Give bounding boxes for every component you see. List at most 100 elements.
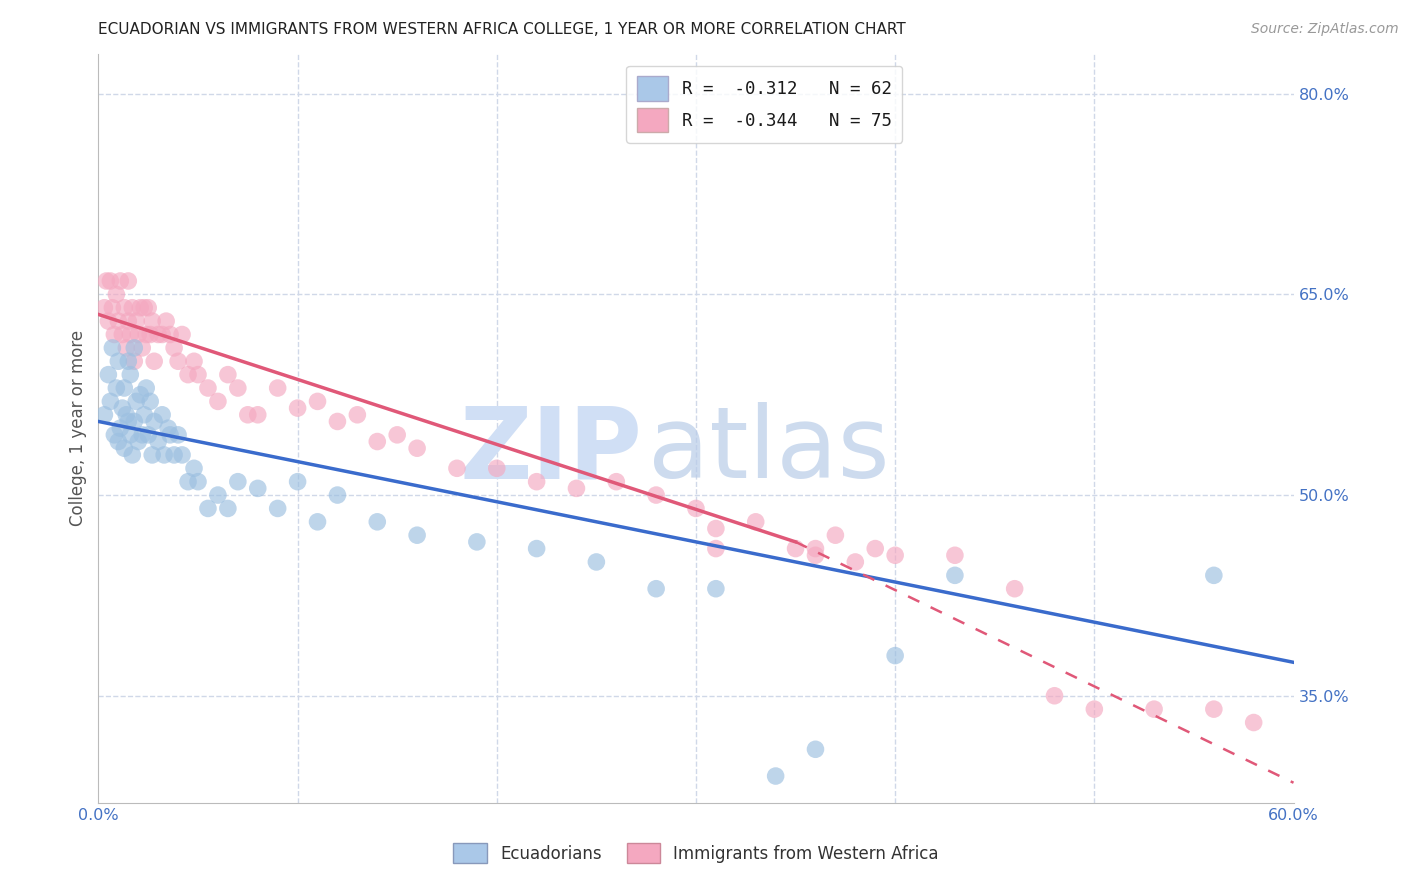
Point bbox=[107, 314, 129, 328]
Point bbox=[804, 541, 827, 556]
Point bbox=[307, 394, 329, 409]
Point bbox=[136, 428, 159, 442]
Point bbox=[134, 301, 156, 315]
Point bbox=[226, 381, 249, 395]
Point bbox=[187, 368, 209, 382]
Point bbox=[785, 541, 807, 556]
Point bbox=[112, 442, 135, 455]
Point bbox=[745, 515, 768, 529]
Text: Source: ZipAtlas.com: Source: ZipAtlas.com bbox=[1251, 22, 1399, 37]
Point bbox=[117, 314, 139, 328]
Point bbox=[1243, 715, 1265, 730]
Point bbox=[1143, 702, 1166, 716]
Point bbox=[117, 354, 139, 368]
Point bbox=[111, 401, 134, 416]
Point bbox=[163, 341, 186, 355]
Point bbox=[943, 548, 966, 563]
Point bbox=[177, 475, 200, 489]
Point bbox=[141, 448, 163, 462]
Point bbox=[465, 534, 488, 549]
Point bbox=[93, 408, 115, 422]
Point bbox=[127, 327, 149, 342]
Point bbox=[1202, 702, 1225, 716]
Point bbox=[824, 528, 846, 542]
Y-axis label: College, 1 year or more: College, 1 year or more bbox=[69, 330, 87, 526]
Point bbox=[287, 401, 309, 416]
Point bbox=[107, 354, 129, 368]
Point bbox=[804, 548, 827, 563]
Text: ECUADORIAN VS IMMIGRANTS FROM WESTERN AFRICA COLLEGE, 1 YEAR OR MORE CORRELATION: ECUADORIAN VS IMMIGRANTS FROM WESTERN AF… bbox=[98, 22, 907, 37]
Point bbox=[148, 327, 170, 342]
Point bbox=[183, 461, 205, 475]
Point bbox=[1202, 568, 1225, 582]
Point bbox=[120, 428, 142, 442]
Point bbox=[172, 448, 194, 462]
Point bbox=[124, 354, 146, 368]
Point bbox=[197, 381, 219, 395]
Point bbox=[287, 475, 309, 489]
Point bbox=[110, 274, 132, 288]
Point bbox=[150, 408, 173, 422]
Point bbox=[326, 488, 349, 502]
Point bbox=[267, 381, 290, 395]
Point bbox=[485, 461, 508, 475]
Point bbox=[159, 428, 181, 442]
Point bbox=[704, 541, 727, 556]
Legend: Ecuadorians, Immigrants from Western Africa: Ecuadorians, Immigrants from Western Afr… bbox=[447, 837, 945, 870]
Text: ZIP: ZIP bbox=[460, 402, 643, 500]
Point bbox=[207, 488, 229, 502]
Point bbox=[1043, 689, 1066, 703]
Point bbox=[101, 301, 124, 315]
Point bbox=[103, 327, 125, 342]
Point bbox=[326, 414, 349, 429]
Point bbox=[645, 488, 668, 502]
Point bbox=[183, 354, 205, 368]
Point bbox=[1083, 702, 1105, 716]
Point bbox=[98, 394, 122, 409]
Point bbox=[307, 515, 329, 529]
Point bbox=[150, 327, 173, 342]
Point bbox=[163, 448, 186, 462]
Point bbox=[105, 287, 128, 301]
Point bbox=[98, 274, 122, 288]
Point bbox=[120, 327, 142, 342]
Point bbox=[115, 408, 138, 422]
Point bbox=[246, 408, 269, 422]
Point bbox=[134, 408, 156, 422]
Point bbox=[605, 475, 627, 489]
Point bbox=[155, 314, 177, 328]
Point bbox=[125, 314, 148, 328]
Point bbox=[177, 368, 200, 382]
Point bbox=[217, 368, 239, 382]
Point bbox=[385, 428, 409, 442]
Point bbox=[139, 327, 162, 342]
Point bbox=[97, 314, 120, 328]
Point bbox=[406, 442, 429, 455]
Point bbox=[115, 341, 138, 355]
Point bbox=[105, 381, 128, 395]
Point bbox=[865, 541, 887, 556]
Point bbox=[267, 501, 290, 516]
Point bbox=[97, 368, 120, 382]
Point bbox=[131, 341, 153, 355]
Point bbox=[96, 274, 118, 288]
Point bbox=[124, 341, 146, 355]
Point bbox=[565, 482, 588, 496]
Point bbox=[346, 408, 368, 422]
Point bbox=[139, 394, 162, 409]
Point bbox=[704, 582, 727, 596]
Point bbox=[125, 394, 148, 409]
Point bbox=[685, 501, 707, 516]
Point bbox=[103, 428, 125, 442]
Point bbox=[111, 327, 134, 342]
Point bbox=[526, 475, 548, 489]
Point bbox=[943, 568, 966, 582]
Point bbox=[143, 354, 166, 368]
Point bbox=[704, 522, 727, 536]
Point bbox=[236, 408, 259, 422]
Point bbox=[153, 448, 176, 462]
Point bbox=[366, 515, 388, 529]
Point bbox=[93, 301, 115, 315]
Point bbox=[1004, 582, 1026, 596]
Point bbox=[136, 301, 159, 315]
